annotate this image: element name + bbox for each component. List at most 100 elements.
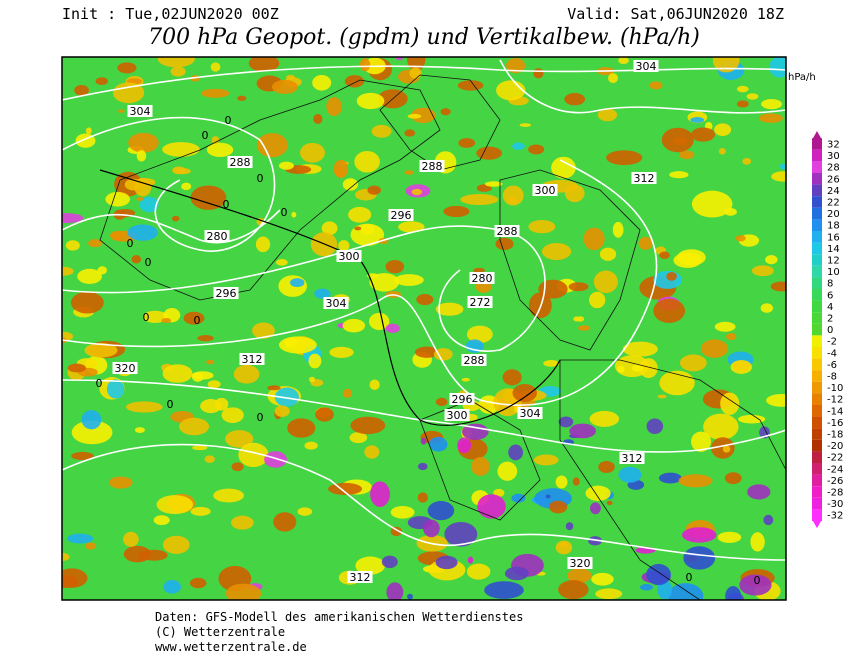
colorbar-tick-label: 28 [827, 163, 840, 174]
contour-label: 0 [202, 129, 209, 142]
field-blob [467, 556, 474, 564]
field-blob [416, 294, 434, 306]
field-blob [162, 535, 190, 554]
field-blob [291, 211, 297, 218]
contour-label: 0 [686, 571, 693, 584]
field-blob [370, 481, 390, 507]
field-blob [558, 580, 589, 600]
field-blob [718, 147, 726, 155]
field-blob [299, 142, 325, 163]
field-blob [233, 364, 260, 384]
contour-label: 0 [754, 574, 761, 587]
field-blob [771, 171, 786, 182]
colorbar-swatch [812, 358, 822, 371]
field-blob [653, 298, 686, 323]
field-blob [252, 322, 275, 339]
field-blob [589, 410, 620, 427]
field-blob [131, 255, 142, 264]
contour-label: 288 [230, 156, 251, 169]
geopotential-contour [62, 379, 786, 453]
field-blob [189, 577, 207, 589]
field-blob [682, 527, 717, 543]
field-blob [313, 114, 323, 124]
field-blob [661, 127, 694, 153]
field-blob [667, 583, 704, 600]
field-blob [278, 275, 308, 297]
colorbar-tick-label: -6 [827, 360, 837, 371]
field-blob [74, 84, 89, 96]
field-blob [618, 57, 629, 65]
field-blob [308, 353, 322, 369]
map-title: 700 hPa Geopot. (gpdm) und Vertikalbew. … [148, 25, 700, 50]
field-blob [170, 66, 186, 77]
contour-label: 0 [257, 172, 264, 185]
contour-label: 300 [447, 409, 468, 422]
field-blob [342, 388, 353, 398]
field-blob [140, 549, 168, 561]
field-blob [394, 274, 424, 286]
field-blob [725, 332, 737, 341]
field-blob [564, 93, 586, 106]
field-blob [88, 239, 103, 248]
field-blob [407, 593, 413, 600]
map-area: 304 288 280 296 312 320 300 304 288 296 288 280 272 2… [62, 57, 786, 600]
field-blob [443, 205, 470, 218]
field-blob [204, 455, 215, 463]
colorbar-tick-label: -10 [827, 383, 843, 394]
contour-label: 280 [472, 272, 493, 285]
contour-label-box [347, 571, 373, 583]
colorbar-tick-label: 30 [827, 151, 840, 162]
field-blob [231, 515, 254, 530]
field-blob [386, 582, 404, 600]
field-blob [108, 476, 133, 489]
field-blob [724, 472, 742, 485]
field-blob [649, 81, 663, 90]
field-blob [638, 236, 653, 250]
field-blob [409, 67, 422, 79]
field-blob [273, 512, 297, 532]
field-blob [471, 456, 490, 476]
field-blob [369, 379, 380, 390]
field-blob [548, 500, 568, 514]
field-blob [407, 113, 422, 119]
contour-label: 300 [535, 184, 556, 197]
field-blob [395, 57, 404, 61]
colorbar-swatch [812, 138, 822, 150]
colorbar-arrow [812, 131, 822, 140]
field-blob [590, 502, 601, 515]
field-blob [735, 235, 746, 242]
field-blob [528, 144, 545, 155]
field-blob [679, 354, 707, 372]
field-blob [285, 74, 295, 80]
colorbar-tick-label: 26 [827, 174, 840, 185]
field-blob [585, 485, 611, 501]
contour-label-box [127, 105, 153, 117]
field-blob [197, 335, 214, 342]
field-blob [355, 556, 386, 575]
field-blob [264, 451, 288, 468]
contour-label: 0 [167, 398, 174, 411]
contour-label: 296 [391, 209, 412, 222]
contour-label: 0 [257, 411, 264, 424]
colorbar-swatch [812, 173, 822, 185]
field-blob [578, 325, 591, 331]
colorbar-tick-label: 14 [827, 244, 840, 255]
field-blob [714, 321, 736, 332]
field-blob [428, 436, 448, 452]
field-blob [404, 170, 414, 175]
field-blob [497, 461, 518, 481]
field-blob [206, 359, 215, 365]
field-blob [555, 475, 568, 489]
field-blob [508, 444, 524, 461]
colorbar-swatch [812, 335, 822, 347]
colorbar-tick-label: 4 [827, 302, 833, 313]
field-blob [606, 500, 613, 506]
field-blob [551, 156, 576, 179]
field-blob [679, 150, 695, 160]
field-blob [507, 197, 518, 204]
field-blob [255, 236, 271, 253]
field-blob [476, 146, 502, 160]
field-blob [476, 184, 492, 192]
colorbar-swatch [812, 370, 822, 382]
